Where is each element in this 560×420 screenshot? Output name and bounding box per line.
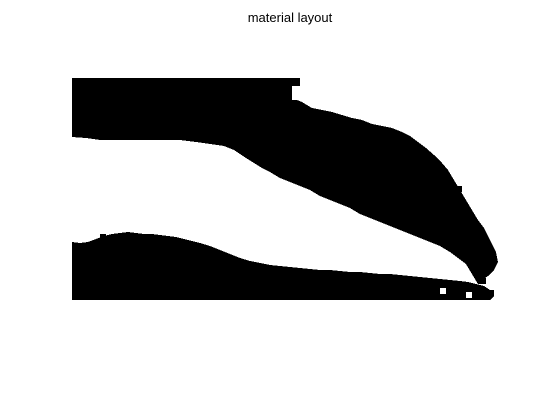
material-edge-fragment xyxy=(488,256,494,262)
material-edge-fragment xyxy=(482,264,488,270)
material-edge-fragment xyxy=(460,284,468,290)
material-void-fragment xyxy=(440,288,446,294)
figure-title: material layout xyxy=(247,10,333,25)
material-edge-fragment xyxy=(456,186,462,192)
material-region-lower xyxy=(72,232,494,300)
material-edge-fragment xyxy=(436,164,442,170)
material-region-upper xyxy=(72,78,498,284)
material-void-fragment xyxy=(466,292,472,298)
material-edge-fragment xyxy=(486,290,494,296)
material-edge-fragment xyxy=(238,146,244,152)
material-edge-fragment xyxy=(470,262,476,268)
material-edge-fragment xyxy=(478,278,486,284)
material-void-notch xyxy=(292,86,302,100)
material-edge-fragment xyxy=(100,234,106,239)
